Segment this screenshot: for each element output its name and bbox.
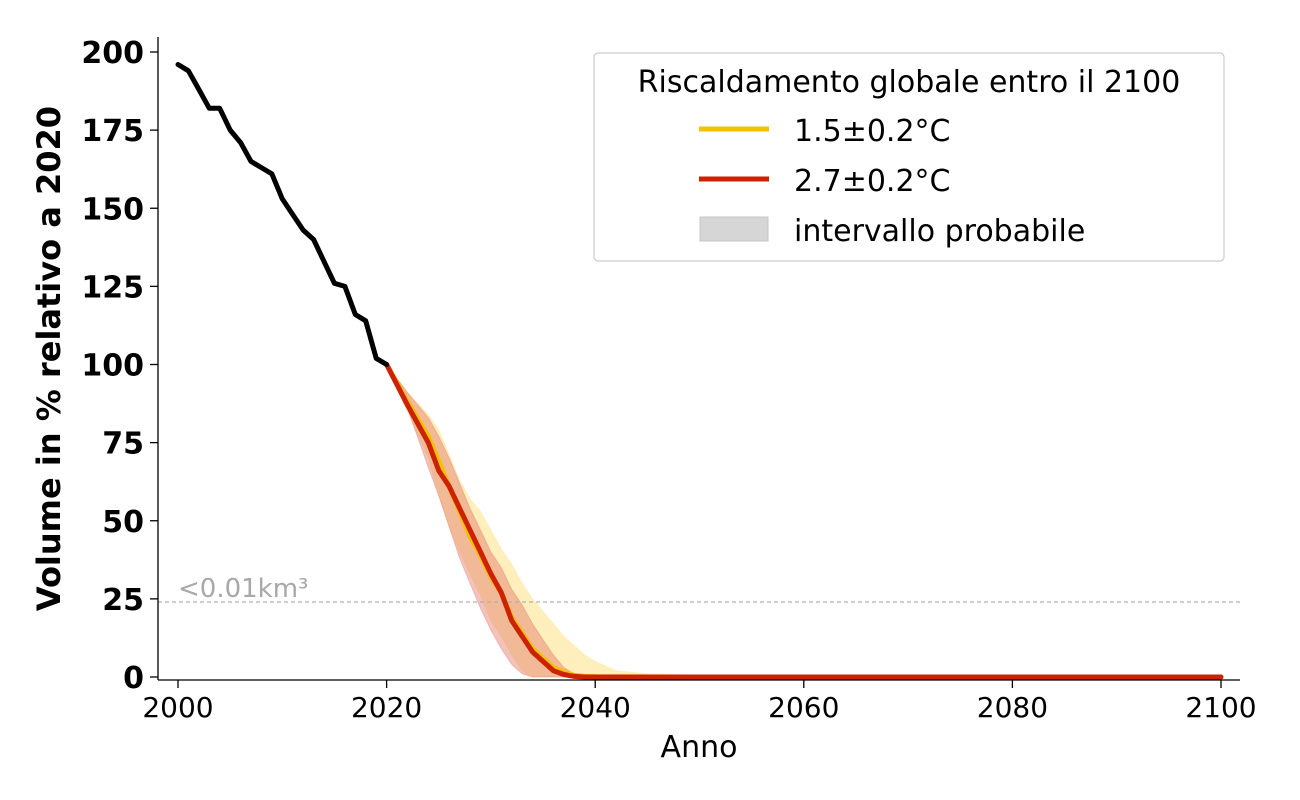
legend-box: [593, 52, 1225, 262]
axes: [157, 37, 1240, 681]
legend-label-1-5: 1.5±0.2°C: [794, 114, 951, 149]
band-1-5: [386, 364, 1221, 678]
y-tick-label: 100: [81, 349, 144, 384]
y-tick-label: 200: [81, 36, 144, 71]
y-axis-title: Volume in % relativo a 2020: [30, 106, 68, 611]
legend-title: Riscaldamento globale entro il 2100: [638, 65, 1181, 100]
series-lines: [175, 62, 1224, 680]
x-tick-label: 2060: [768, 691, 839, 724]
y-tick-label: 25: [102, 583, 144, 618]
y-tick-label: 50: [102, 505, 144, 540]
band-2-7: [386, 364, 1221, 678]
x-ticks: 2000 2020 2040 2060 2080 2100: [142, 680, 1257, 724]
legend-label-2-7: 2.7±0.2°C: [794, 164, 951, 199]
y-tick-label: 125: [81, 270, 144, 305]
y-tick-label: 175: [81, 114, 144, 149]
y-tick-label: 75: [102, 427, 144, 462]
x-tick-label: 2020: [351, 691, 422, 724]
x-tick-label: 2100: [1185, 691, 1256, 724]
legend-swatch-range: [699, 216, 769, 242]
series-line-2-7: [384, 362, 1224, 680]
series-line-historical: [175, 62, 390, 367]
y-tick-label: 150: [81, 192, 144, 227]
x-tick-label: 2000: [142, 691, 213, 724]
x-tick-label: 2080: [977, 691, 1048, 724]
x-tick-label: 2040: [560, 691, 631, 724]
threshold-label: <0.01km³: [178, 574, 308, 604]
x-axis-title: Anno: [661, 730, 738, 765]
likely-range-bands: [386, 364, 1221, 678]
y-ticks: 0 25 50 75 100 125 150 175 200: [81, 36, 158, 696]
y-tick-label: 0: [123, 661, 144, 696]
legend: Riscaldamento globale entro il 2100 1.5±…: [593, 52, 1225, 262]
legend-label-range: intervallo probabile: [794, 214, 1085, 249]
